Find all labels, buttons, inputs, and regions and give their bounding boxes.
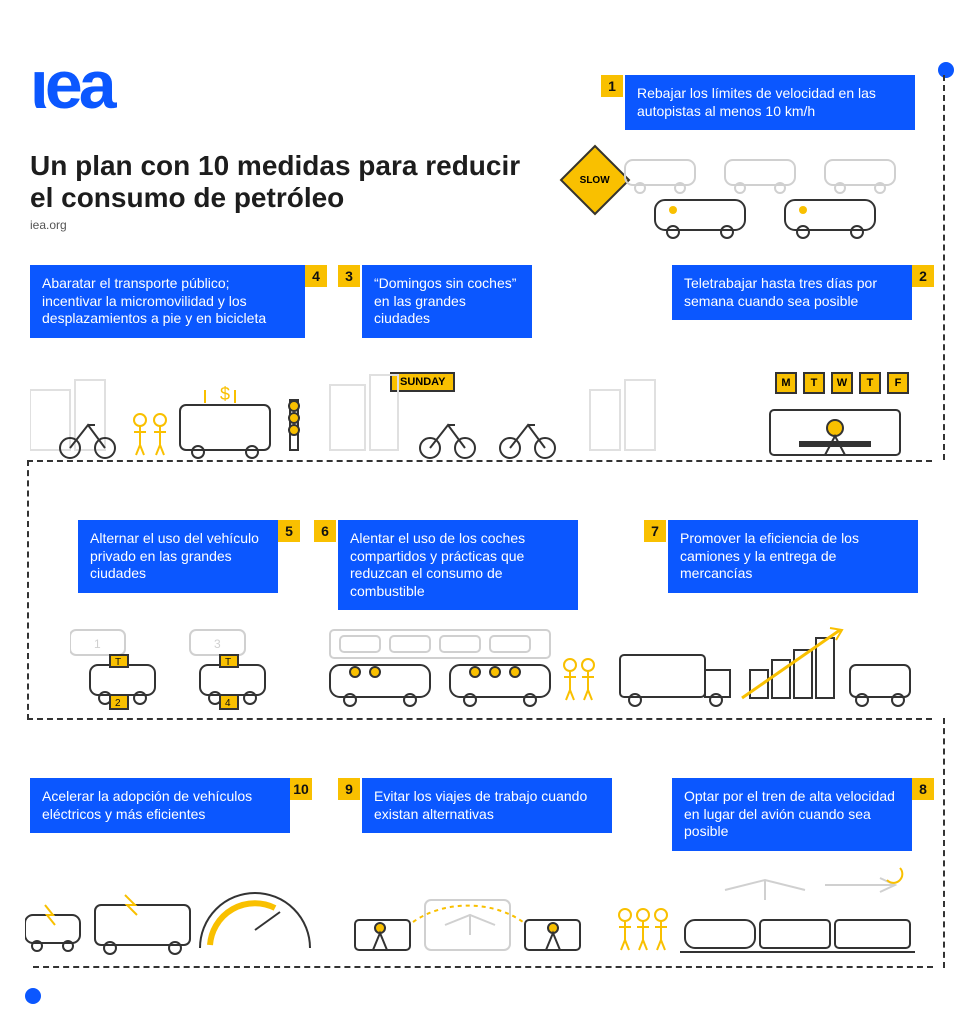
svg-text:3: 3 bbox=[214, 637, 221, 651]
measure-callout-9: Evitar los viajes de trabajo cuando exis… bbox=[362, 778, 612, 833]
measure-callout-5: Alternar el uso del vehículo privado en … bbox=[78, 520, 278, 593]
measure-callout-2: Teletrabajar hasta tres días por semana … bbox=[672, 265, 912, 320]
measure-callout-10: Acelerar la adopción de vehículos eléctr… bbox=[30, 778, 290, 833]
svg-text:2: 2 bbox=[115, 698, 121, 709]
svg-text:T: T bbox=[115, 657, 121, 668]
measure-number-5: 5 bbox=[278, 520, 300, 542]
source-label: iea.org bbox=[30, 218, 67, 232]
logo-letter: ι bbox=[30, 47, 45, 123]
measure-number-3: 3 bbox=[338, 265, 360, 287]
measure-number-9: 9 bbox=[338, 778, 360, 800]
measure-number-1: 1 bbox=[601, 75, 623, 97]
path-end-dot bbox=[25, 988, 41, 1004]
row3-vehicles-icon: 1 3 T 2 T 4 bbox=[70, 610, 920, 710]
dashed-path bbox=[943, 718, 945, 968]
slow-sign-label: SLOW bbox=[580, 175, 610, 186]
logo-letter: e bbox=[45, 47, 79, 123]
measure-number-7: 7 bbox=[644, 520, 666, 542]
iea-logo: ιea bbox=[30, 55, 113, 116]
measure-number-8: 8 bbox=[912, 778, 934, 800]
measure-number-4: 4 bbox=[305, 265, 327, 287]
dashed-path bbox=[27, 460, 29, 720]
dashed-path bbox=[27, 718, 932, 720]
measure-callout-6: Alentar el uso de los coches compartidos… bbox=[338, 520, 578, 610]
dashed-path bbox=[33, 966, 933, 968]
logo-letter: a bbox=[79, 47, 113, 123]
svg-text:1: 1 bbox=[94, 637, 101, 651]
svg-text:T: T bbox=[225, 657, 231, 668]
measure-number-2: 2 bbox=[912, 265, 934, 287]
row2-cityscape-icon: $ bbox=[30, 370, 920, 460]
page-title: Un plan con 10 medidas para reducir el c… bbox=[30, 150, 530, 214]
measure-number-10: 10 bbox=[290, 778, 312, 800]
row4-transport-icon bbox=[25, 860, 925, 960]
measure-callout-3: “Domingos sin coches” en las grandes ciu… bbox=[362, 265, 532, 338]
cars-row-icon bbox=[615, 150, 915, 240]
path-start-dot bbox=[938, 62, 954, 78]
dashed-path bbox=[943, 75, 945, 460]
dashed-path bbox=[27, 460, 932, 462]
svg-text:4: 4 bbox=[225, 698, 231, 709]
measure-callout-1: Rebajar los límites de velocidad en las … bbox=[625, 75, 915, 130]
measure-callout-7: Promover la eficiencia de los camiones y… bbox=[668, 520, 918, 593]
svg-text:$: $ bbox=[220, 384, 230, 404]
measure-number-6: 6 bbox=[314, 520, 336, 542]
measure-callout-4: Abaratar el transporte público; incentiv… bbox=[30, 265, 305, 338]
measure-callout-8: Optar por el tren de alta velocidad en l… bbox=[672, 778, 912, 851]
